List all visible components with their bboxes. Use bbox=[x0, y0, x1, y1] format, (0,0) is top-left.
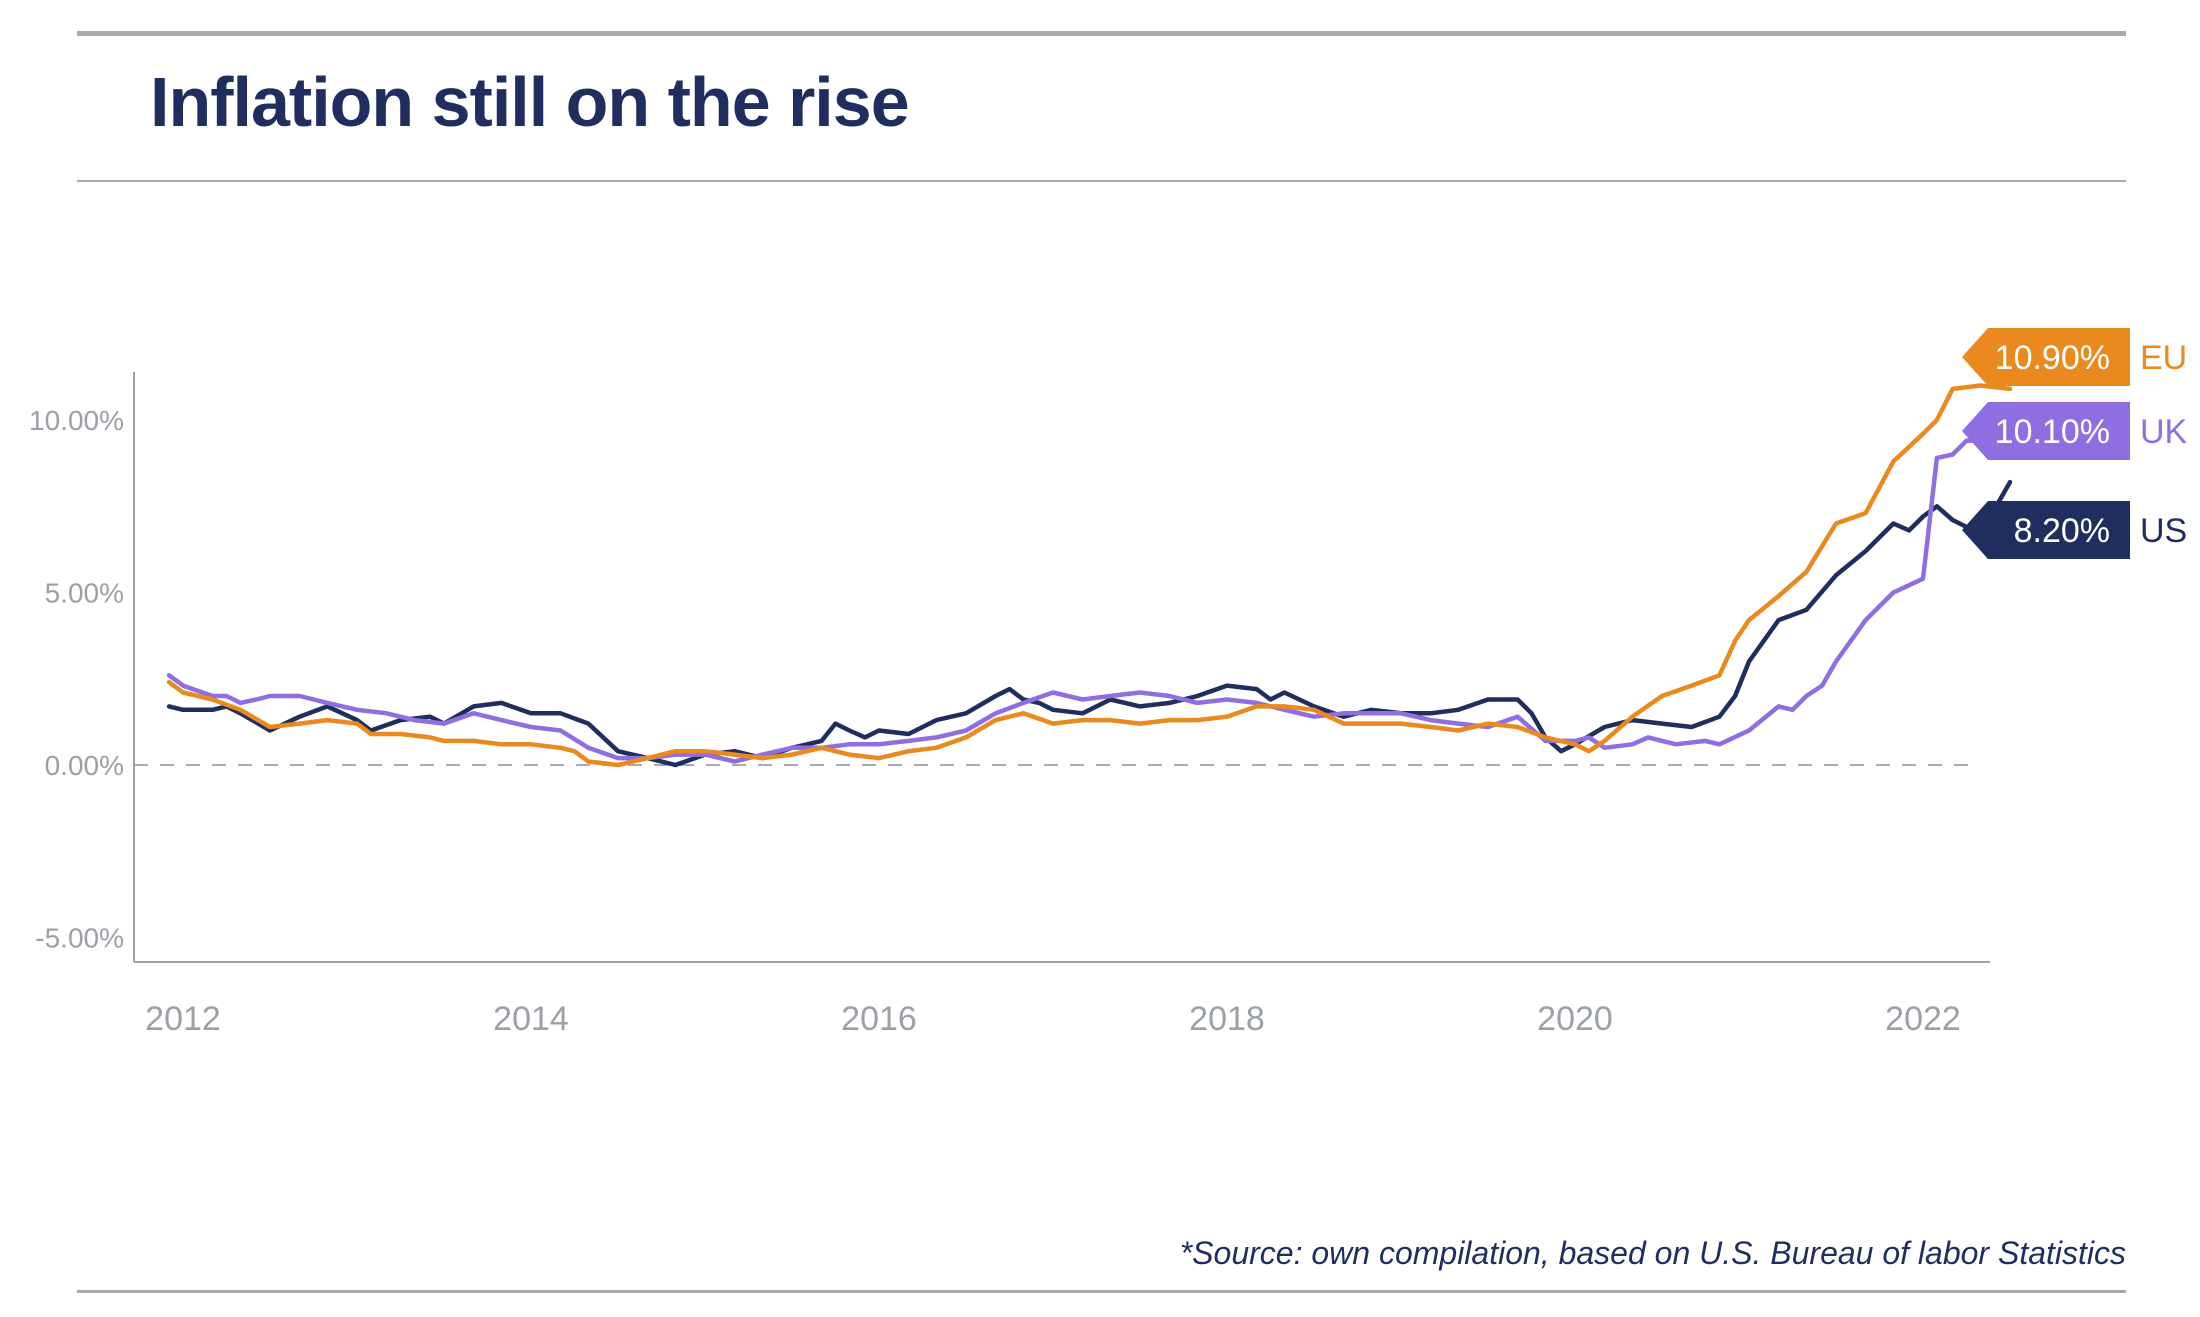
series-name-eu: EU bbox=[2140, 339, 2187, 377]
bottom-rule bbox=[77, 1290, 2126, 1293]
end-value-eu: 10.90% bbox=[1995, 339, 2110, 377]
series-line-uk bbox=[166, 414, 2013, 764]
y-tick-label: -5.00% bbox=[35, 923, 124, 954]
series-name-us: US bbox=[2140, 512, 2187, 550]
x-tick-label: 2016 bbox=[841, 1000, 917, 1038]
series-end-labels: 8.20% US 10.10% UK 10.90% EU bbox=[1962, 328, 2188, 559]
y-axis-ticks: 10.00% 5.00% 0.00% -5.00% bbox=[29, 405, 124, 954]
x-axis-ticks: 2012 2014 2016 2018 2020 2022 bbox=[145, 1000, 1961, 1038]
end-tag-us bbox=[1962, 501, 2130, 559]
title-rule bbox=[77, 180, 2126, 182]
series-name-uk: UK bbox=[2140, 413, 2188, 451]
end-tag-uk bbox=[1962, 402, 2130, 460]
x-tick-label: 2012 bbox=[145, 1000, 221, 1038]
chart-axes bbox=[133, 372, 1990, 963]
end-tag-eu bbox=[1962, 328, 2130, 386]
x-tick-label: 2018 bbox=[1189, 1000, 1265, 1038]
x-tick-label: 2020 bbox=[1537, 1000, 1613, 1038]
y-tick-label: 10.00% bbox=[29, 405, 124, 436]
x-tick-label: 2014 bbox=[493, 1000, 569, 1038]
x-tick-label: 2022 bbox=[1885, 1000, 1961, 1038]
end-value-uk: 10.10% bbox=[1995, 413, 2110, 451]
source-note: *Source: own compilation, based on U.S. … bbox=[1179, 1235, 2126, 1271]
top-rule bbox=[77, 31, 2126, 36]
y-tick-label: 5.00% bbox=[45, 578, 124, 609]
series-lines bbox=[166, 383, 2013, 768]
series-line-eu bbox=[166, 383, 2013, 768]
end-value-us: 8.20% bbox=[2014, 512, 2110, 550]
series-line-us bbox=[166, 479, 2013, 768]
chart-title: Inflation still on the rise bbox=[150, 63, 910, 141]
y-tick-label: 0.00% bbox=[45, 750, 124, 781]
